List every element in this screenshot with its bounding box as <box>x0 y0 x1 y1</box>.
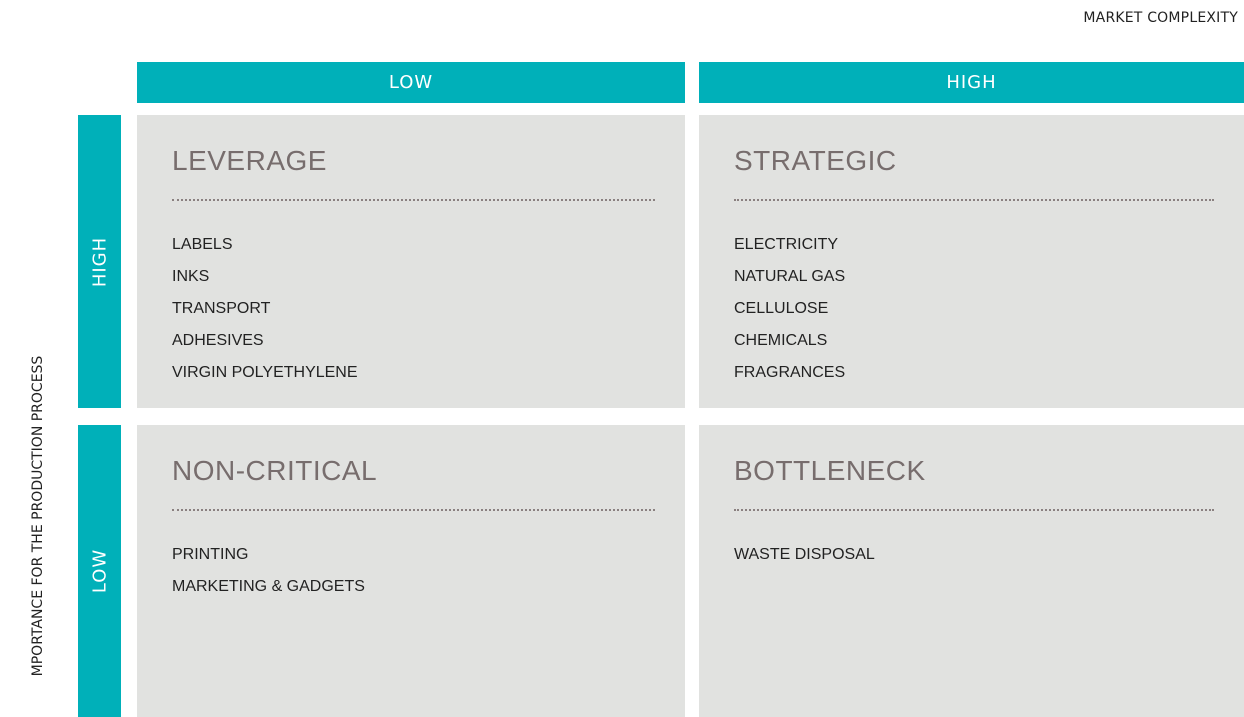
item: CELLULOSE <box>734 300 829 317</box>
column-header: LOW <box>137 62 685 103</box>
item: NATURAL GAS <box>734 268 846 285</box>
quadrant-title: STRATEGIC <box>734 145 897 176</box>
item: PRINTING <box>172 546 249 563</box>
quadrant-title: BOTTLENECK <box>734 455 926 486</box>
divider <box>734 509 1214 511</box>
row-header-label: LOW <box>89 548 110 594</box>
quadrant: BOTTLENECK WASTE DISPOSAL <box>699 425 1244 717</box>
item-list: LABELS INKS TRANSPORT ADHESIVES VIRGIN POLYE… <box>172 229 358 389</box>
item-list: PRINTING MARKETING & GADGETS <box>172 539 365 603</box>
item: WASTE DISPOSAL <box>734 546 875 563</box>
y-axis-label: MPORTANCE FOR THE PRODUCTION PROCESS <box>30 355 46 677</box>
item: TRANSPORT <box>172 300 271 317</box>
item-list: WASTE DISPOSAL <box>734 539 875 571</box>
quadrant-title: NON-CRITICAL <box>172 455 378 486</box>
quadrant: NON-CRITICAL PRINTING MARKETING & GADGETS <box>137 425 685 717</box>
quadrant-title: LEVERAGE <box>172 145 327 176</box>
item: ADHESIVES <box>172 332 264 349</box>
quadrant: LEVERAGE LABELS INKS TRANSPORT ADHESIVES VIRG… <box>137 115 685 408</box>
divider <box>172 509 655 511</box>
item: MARKETING & GADGETS <box>172 578 365 595</box>
item: CHEMICALS <box>734 332 828 349</box>
divider <box>734 199 1214 201</box>
item: INKS <box>172 268 210 285</box>
item: LABELS <box>172 236 233 253</box>
header-title: MARKET COMPLEXITY <box>1083 10 1238 26</box>
item-list: ELECTRICITY NATURAL GAS CELLULOSE CHEMICALS… <box>734 229 845 389</box>
row-header: LOW <box>78 425 121 717</box>
item: FRAGRANCES <box>734 364 846 381</box>
row-header-label: HIGH <box>89 236 110 287</box>
row-header: HIGH <box>78 115 121 408</box>
divider <box>172 199 655 201</box>
column-header: HIGH <box>699 62 1244 103</box>
item: VIRGIN POLYETHYLENE <box>172 364 358 381</box>
item: ELECTRICITY <box>734 236 839 253</box>
quadrant: STRATEGIC ELECTRICITY NATURAL GAS CELLULOSE… <box>699 115 1244 408</box>
